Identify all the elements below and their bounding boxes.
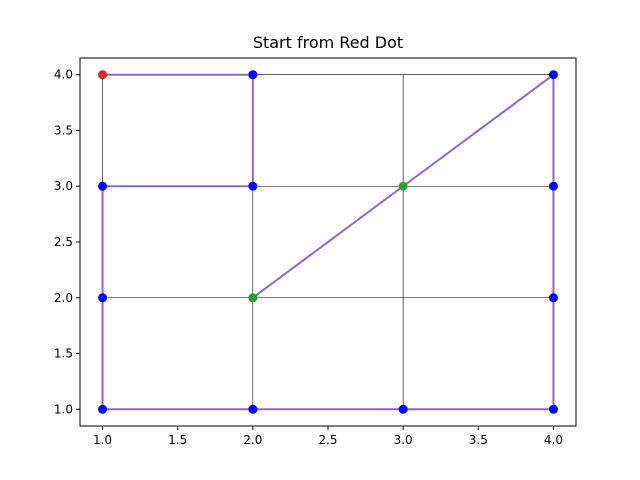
y-tick-label: 1.0 bbox=[54, 402, 73, 416]
y-tick-label: 3.0 bbox=[54, 179, 73, 193]
x-tick-label: 1.5 bbox=[168, 433, 187, 447]
data-point bbox=[398, 181, 408, 191]
path-segment bbox=[251, 185, 405, 299]
path-segment bbox=[402, 73, 555, 188]
y-tick-label: 3.5 bbox=[54, 123, 73, 137]
x-tick-label: 2.5 bbox=[318, 433, 337, 447]
chart-title: Start from Red Dot bbox=[253, 33, 403, 52]
data-point bbox=[98, 293, 108, 303]
path-lines bbox=[101, 73, 555, 411]
data-point bbox=[548, 70, 558, 80]
x-tick-label: 3.0 bbox=[394, 433, 413, 447]
x-tick-label: 2.0 bbox=[243, 433, 262, 447]
y-tick-label: 4.0 bbox=[54, 68, 73, 82]
data-point bbox=[248, 404, 258, 414]
data-points bbox=[98, 70, 558, 414]
x-tick-label: 1.0 bbox=[93, 433, 112, 447]
data-point bbox=[248, 70, 258, 80]
x-axis: 1.0 1.5 2.0 2.5 3.0 3.5 4.0 bbox=[93, 426, 563, 447]
y-tick-label: 1.5 bbox=[54, 347, 73, 361]
data-point bbox=[248, 293, 258, 303]
start-point bbox=[98, 70, 108, 80]
data-point bbox=[398, 404, 408, 414]
y-axis: 1.0 1.5 2.0 2.5 3.0 3.5 4.0 bbox=[54, 68, 80, 416]
x-tick-label: 4.0 bbox=[544, 433, 563, 447]
y-tick-label: 2.0 bbox=[54, 291, 73, 305]
data-point bbox=[548, 404, 558, 414]
data-point bbox=[98, 181, 108, 191]
data-point bbox=[548, 181, 558, 191]
data-point bbox=[248, 181, 258, 191]
data-point bbox=[98, 404, 108, 414]
y-tick-label: 2.5 bbox=[54, 235, 73, 249]
data-point bbox=[548, 293, 558, 303]
x-tick-label: 3.5 bbox=[469, 433, 488, 447]
